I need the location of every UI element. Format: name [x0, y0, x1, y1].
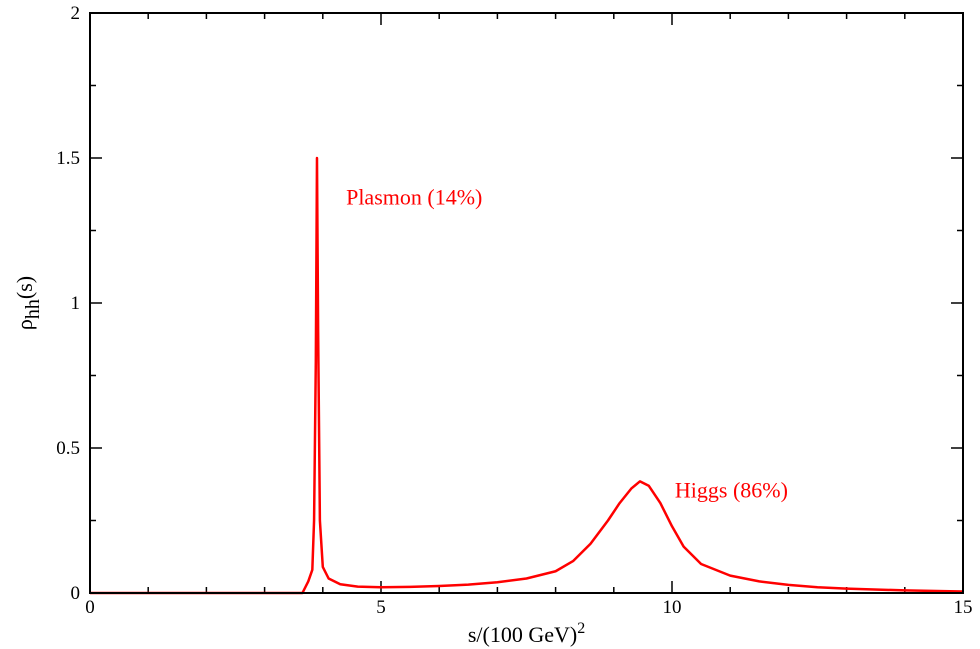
x-tick-label: 15	[954, 597, 973, 618]
y-axis-title-suffix: (s)	[12, 276, 37, 299]
y-tick-label: 0	[71, 583, 81, 604]
annotation-label: Higgs (86%)	[675, 477, 788, 502]
x-tick-label: 0	[85, 597, 95, 618]
y-axis-title: ρhh(s)	[12, 276, 44, 330]
x-tick-label: 10	[663, 597, 682, 618]
y-tick-label: 2	[71, 3, 81, 24]
x-tick-label: 5	[376, 597, 386, 618]
y-axis-title-sub: hh	[22, 299, 44, 319]
axis-ticks	[89, 12, 964, 594]
y-axis-title-base: ρ	[12, 319, 37, 330]
x-axis-title-base: s/(100 GeV)	[468, 622, 577, 647]
plot-frame	[89, 12, 964, 594]
y-tick-label: 0.5	[56, 438, 80, 459]
x-axis-title: s/(100 GeV)2	[468, 620, 585, 647]
annotations: Plasmon (14%) Higgs (86%)	[346, 184, 788, 502]
y-tick-label: 1.5	[56, 148, 80, 169]
y-tick-label: 1	[71, 293, 81, 314]
tick-labels: 0 5 10 15 0 0.5 1 1.5 2	[56, 3, 972, 618]
x-axis-title-sup: 2	[577, 620, 585, 637]
series-line	[90, 156, 964, 595]
annotation-label: Plasmon (14%)	[346, 184, 482, 209]
